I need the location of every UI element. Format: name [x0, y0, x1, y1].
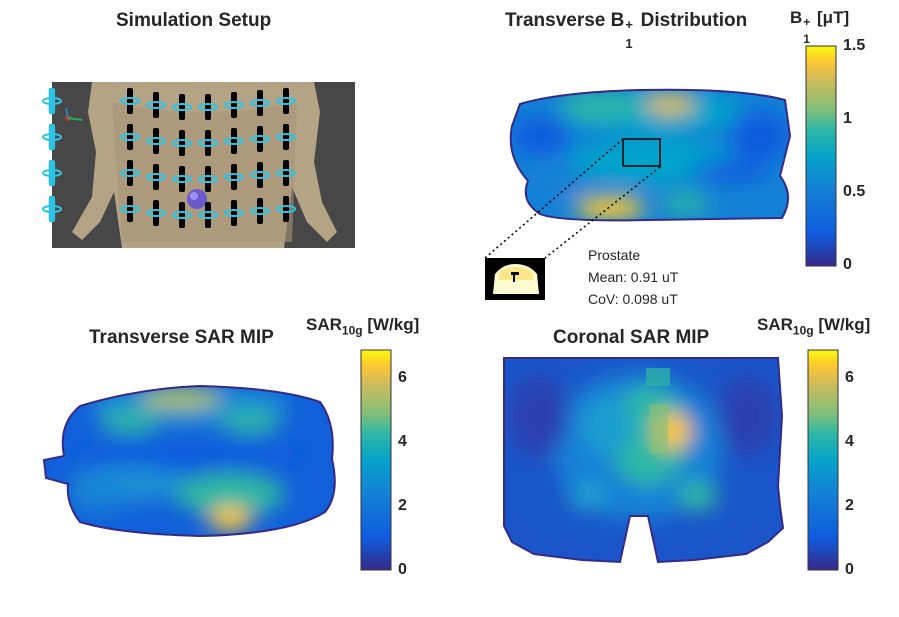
sar-transverse-colorbar-label: SAR10g [W/kg]: [306, 315, 420, 338]
b1-tick-1-5: 1.5: [843, 37, 866, 54]
roi-label: Prostate: [588, 247, 641, 263]
b1-colorbar-label: B +1 [μT]: [790, 8, 850, 46]
sar-transverse-title: Transverse SAR MIP: [89, 327, 274, 348]
sar-coronal-colorbar-label: SAR10g [W/kg]: [757, 315, 871, 338]
b1-tick-0-5: 0.5: [843, 183, 866, 200]
sar-coronal-tick-6: 6: [845, 369, 854, 386]
sar-coronal-heatmap: [503, 357, 785, 564]
b1-tick-1: 1: [843, 110, 852, 127]
roi-inset: [485, 258, 545, 300]
b1-tick-0: 0: [843, 256, 852, 273]
sar-transverse-tick-6: 6: [398, 369, 407, 386]
setup-title: Simulation Setup: [116, 10, 272, 31]
roi-cov: CoV: 0.098 uT: [588, 291, 678, 307]
sar-transverse-colorbar: [360, 349, 392, 571]
b1-heatmap: [509, 88, 792, 222]
sar-transverse-tick-2: 2: [398, 497, 407, 514]
sar-coronal-colorbar: [807, 349, 839, 571]
sar-transverse-heatmap: [42, 384, 336, 538]
sar-coronal-tick-4: 4: [845, 433, 854, 450]
sar-coronal-title: Coronal SAR MIP: [553, 327, 710, 348]
b1-colorbar: [805, 45, 837, 267]
sar-coronal-tick-2: 2: [845, 497, 854, 514]
roi-mean: Mean: 0.91 uT: [588, 269, 679, 285]
sar-coronal-tick-0: 0: [845, 561, 854, 578]
sar-transverse-tick-0: 0: [398, 561, 407, 578]
simulation-setup-image: [42, 82, 355, 248]
sar-transverse-tick-4: 4: [398, 433, 407, 450]
roi-callout-lines: [484, 138, 661, 259]
b1-title: Transverse B +1 Distribution: [505, 10, 748, 51]
